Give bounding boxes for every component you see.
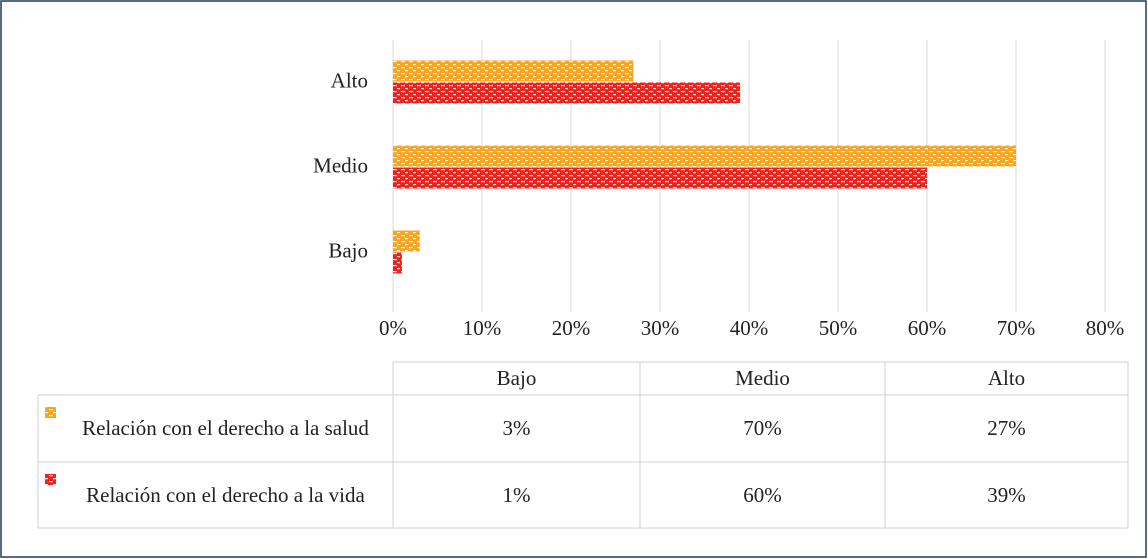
table-header: Alto — [987, 366, 1026, 390]
x-tick-label: 30% — [641, 316, 680, 340]
bar — [393, 60, 634, 82]
table-value: 1% — [502, 482, 531, 507]
table-value: 27% — [987, 416, 1026, 440]
legend-key — [45, 474, 56, 485]
x-tick-label: 20% — [552, 316, 591, 340]
bar — [393, 145, 1016, 167]
x-tick-label: 40% — [730, 316, 769, 340]
y-tick-label: Alto — [331, 68, 368, 92]
x-tick-label: 10% — [463, 316, 502, 340]
table-value: 70% — [743, 416, 782, 440]
y-tick-label: Medio — [313, 153, 368, 177]
bar — [393, 230, 420, 252]
table-value: 60% — [743, 482, 782, 507]
legend-key — [45, 407, 56, 418]
bar — [393, 252, 402, 274]
table-header: Medio — [735, 366, 790, 390]
bar — [393, 167, 927, 189]
bar — [393, 82, 741, 104]
legend-label: Relación con el derecho a la salud — [82, 416, 369, 440]
table-value: 39% — [987, 482, 1026, 507]
x-tick-label: 0% — [379, 316, 407, 340]
y-tick-label: Bajo — [328, 238, 368, 262]
table-header: Bajo — [496, 366, 537, 390]
x-tick-label: 80% — [1086, 316, 1125, 340]
x-tick-label: 50% — [819, 316, 858, 340]
table-value: 3% — [502, 416, 531, 440]
x-tick-label: 60% — [908, 316, 947, 340]
legend-label: Relación con el derecho a la vida — [86, 482, 365, 507]
x-tick-label: 70% — [997, 316, 1036, 340]
